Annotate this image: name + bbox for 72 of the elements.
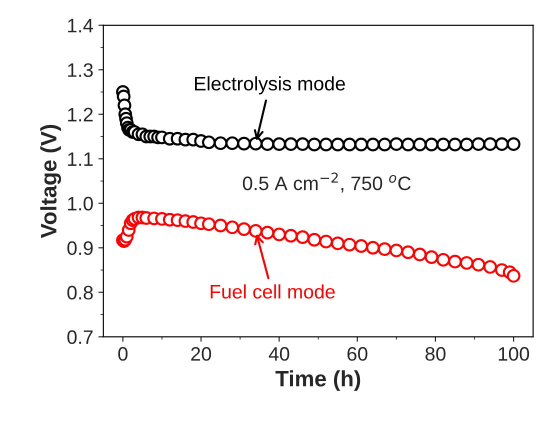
point [319,138,333,152]
point [214,218,228,232]
point [448,138,462,152]
x-tick-label: 40 [268,347,290,361]
point [390,244,404,258]
point [412,138,427,152]
point [366,138,380,152]
point [319,234,333,248]
point [448,254,462,268]
point [330,236,345,250]
point [436,138,450,152]
x-tick-label: 0 [118,347,128,361]
point [202,217,216,232]
point [260,226,274,240]
point [296,230,310,244]
point [412,248,427,262]
x-tick-label: 60 [347,347,368,361]
point [330,138,345,152]
point [366,240,380,255]
y-tick-label: 0.9 [67,241,93,256]
annotation: 0.5 A cm$^{−2}$, 750 $^{o}$C [242,172,411,193]
point [237,136,251,150]
point [284,137,298,151]
point [272,228,286,242]
y-tick-label: 1.4 [68,18,94,32]
y-axis-title: Voltage (V) [40,124,62,238]
y-tick-label: 1.1 [68,152,93,166]
y-tick-label: 1.0 [68,196,93,211]
point [460,256,474,270]
point [214,136,228,150]
annotation: Fuel cell mode [210,284,335,299]
point [472,137,486,151]
y-tick-label: 0.8 [67,286,93,300]
point [483,260,497,274]
y-tick-label: 0.7 [67,330,93,344]
point [472,258,486,272]
x-tick-label: 20 [191,347,212,361]
point [342,138,356,152]
point [436,252,450,267]
point [225,136,240,150]
point [506,137,520,151]
y-tick-label: 1.3 [68,63,93,78]
point [260,137,274,151]
point [307,138,322,152]
point [460,138,474,152]
point [237,222,251,236]
x-tick-label: 100 [498,347,530,361]
point [284,228,298,243]
point [506,268,520,283]
point [424,250,438,264]
annotation: Electrolysis mode [195,76,345,94]
point [354,239,368,253]
point [272,137,286,151]
point [390,137,404,151]
point [495,137,509,151]
point [248,136,263,150]
point [248,224,263,238]
x-axis-title: Time (h) [275,370,360,391]
point [378,138,392,152]
point [483,137,497,151]
point [342,238,356,252]
point [225,220,240,234]
point [354,138,368,152]
point [307,232,322,247]
x-tick-label: 80 [425,347,446,361]
point [378,242,392,256]
point [401,138,415,152]
point [202,135,216,150]
y-tick-label: 1.2 [68,108,93,122]
point [424,138,438,152]
point [296,137,310,151]
point [401,245,415,260]
